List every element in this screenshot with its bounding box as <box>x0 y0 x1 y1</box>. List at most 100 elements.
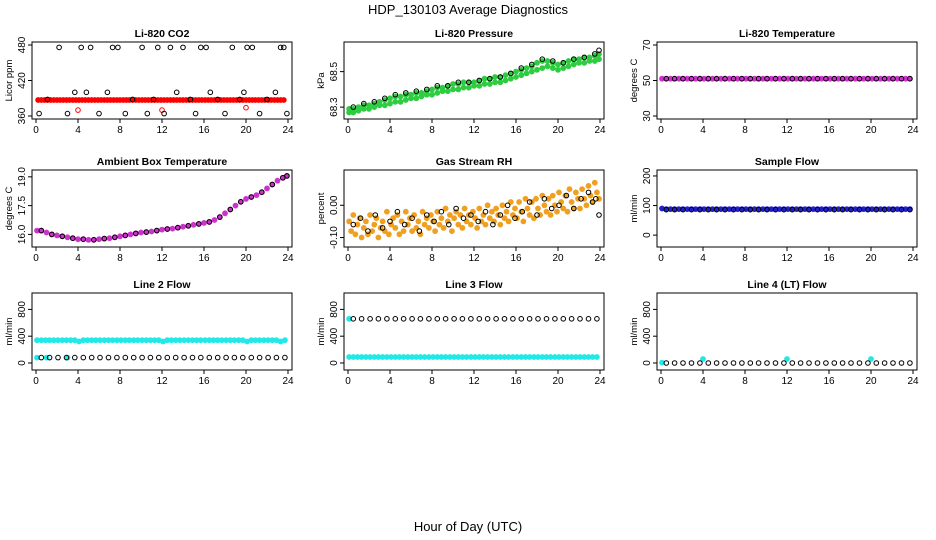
data-point <box>358 234 365 241</box>
x-tick-label: 0 <box>345 253 351 264</box>
data-series <box>350 189 602 234</box>
data-point <box>556 189 562 196</box>
data-point <box>459 224 466 231</box>
x-tick-label: 24 <box>594 376 606 387</box>
x-tick-label: 8 <box>429 125 435 136</box>
data-point <box>173 89 180 96</box>
data-point <box>594 316 600 322</box>
data-point <box>516 199 522 205</box>
panel-title: Ambient Box Temperature <box>97 156 228 168</box>
data-point <box>379 218 386 225</box>
data-point <box>504 202 511 209</box>
data-point <box>63 354 70 361</box>
data-point <box>241 89 247 96</box>
data-series <box>350 316 600 322</box>
data-point <box>518 65 525 71</box>
x-tick-label: 0 <box>658 125 664 136</box>
data-point <box>164 226 171 232</box>
data-point <box>497 79 504 86</box>
data-point <box>43 229 50 236</box>
data-series <box>346 179 602 241</box>
data-point <box>539 65 546 71</box>
data-point <box>476 205 483 212</box>
data-point <box>284 173 290 179</box>
data-point <box>560 316 567 322</box>
y-tick-label: 480 <box>17 36 28 53</box>
data-point <box>211 217 218 223</box>
data-point <box>432 228 438 234</box>
data-point <box>379 225 386 231</box>
data-point <box>568 316 575 322</box>
data-point <box>438 215 445 222</box>
data-point <box>460 84 467 91</box>
data-point <box>106 235 113 242</box>
x-tick-label: 16 <box>823 253 835 264</box>
x-tick-label: 24 <box>594 253 606 264</box>
data-point <box>440 224 447 231</box>
data-point <box>256 354 263 361</box>
data-point <box>680 75 686 82</box>
data-point <box>865 75 871 82</box>
data-point <box>372 212 379 218</box>
data-point <box>497 74 504 80</box>
data-point <box>421 221 428 228</box>
data-point <box>256 110 263 117</box>
data-point <box>713 206 720 213</box>
data-point <box>524 205 531 212</box>
data-point <box>549 65 556 71</box>
data-point <box>198 44 204 51</box>
data-point <box>806 206 812 213</box>
data-point <box>520 218 527 225</box>
data-point <box>392 316 399 322</box>
data-point <box>585 316 592 322</box>
data-point <box>264 185 270 192</box>
data-point <box>487 75 493 82</box>
data-point <box>96 236 102 243</box>
data-point <box>739 360 745 366</box>
data-point <box>747 206 754 213</box>
data-point <box>143 229 150 235</box>
data-point <box>722 75 728 82</box>
data-point <box>156 354 162 361</box>
data-point <box>418 93 425 100</box>
data-point <box>424 212 430 218</box>
data-point <box>755 206 762 213</box>
data-point <box>548 205 555 212</box>
data-point <box>865 206 871 213</box>
data-point <box>573 189 579 196</box>
data-point <box>436 221 443 228</box>
y-tick-label: 400 <box>642 327 653 344</box>
data-point <box>797 206 804 213</box>
x-tick-label: 16 <box>198 253 210 264</box>
data-point <box>87 44 94 51</box>
data-point <box>570 61 577 68</box>
data-point <box>122 232 129 239</box>
x-tick-label: 20 <box>240 253 252 264</box>
figure-title: HDP_130103 Average Diagnostics <box>368 2 568 17</box>
data-point <box>243 104 249 111</box>
data-point <box>419 208 426 215</box>
data-point <box>281 337 288 344</box>
data-point <box>72 89 78 96</box>
y-tick-label: 0.00 <box>329 195 340 215</box>
data-point <box>417 231 424 238</box>
data-point <box>400 228 407 234</box>
data-point <box>671 206 678 213</box>
data-point <box>424 86 430 93</box>
data-point <box>772 75 779 82</box>
data-point <box>80 354 87 361</box>
data-point <box>555 66 561 73</box>
x-tick-label: 20 <box>552 376 564 387</box>
data-point <box>105 354 112 361</box>
x-tick-label: 0 <box>33 376 39 387</box>
data-point <box>409 215 415 221</box>
data-point <box>281 44 287 51</box>
data-point <box>781 75 787 82</box>
data-point <box>190 221 197 228</box>
x-tick-label: 24 <box>282 376 294 387</box>
data-point <box>97 354 103 361</box>
data-point <box>578 196 584 202</box>
data-point <box>101 235 108 242</box>
